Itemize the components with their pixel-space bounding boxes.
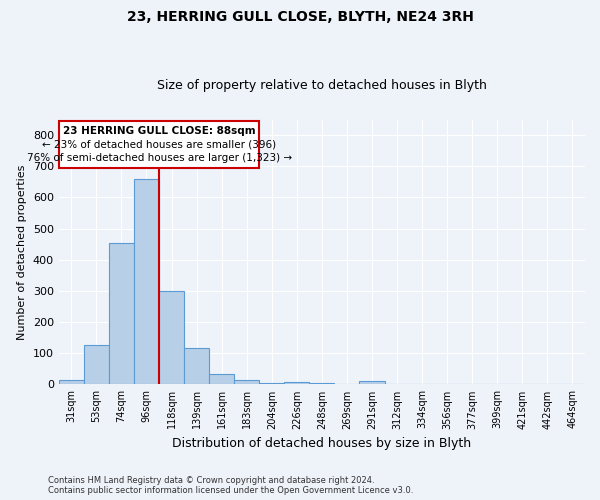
Bar bbox=[209, 374, 234, 384]
Bar bbox=[359, 382, 385, 384]
Text: 76% of semi-detached houses are larger (1,323) →: 76% of semi-detached houses are larger (… bbox=[26, 152, 292, 162]
Bar bbox=[109, 242, 134, 384]
Bar bbox=[284, 382, 310, 384]
Bar bbox=[234, 380, 259, 384]
Bar bbox=[259, 383, 284, 384]
Bar bbox=[184, 348, 209, 385]
Bar bbox=[310, 383, 334, 384]
Text: ← 23% of detached houses are smaller (396): ← 23% of detached houses are smaller (39… bbox=[42, 140, 277, 149]
Title: Size of property relative to detached houses in Blyth: Size of property relative to detached ho… bbox=[157, 79, 487, 92]
Bar bbox=[59, 380, 84, 384]
Bar bbox=[84, 346, 109, 385]
Bar bbox=[159, 291, 184, 384]
Text: 23, HERRING GULL CLOSE, BLYTH, NE24 3RH: 23, HERRING GULL CLOSE, BLYTH, NE24 3RH bbox=[127, 10, 473, 24]
FancyBboxPatch shape bbox=[59, 121, 259, 168]
Text: 23 HERRING GULL CLOSE: 88sqm: 23 HERRING GULL CLOSE: 88sqm bbox=[63, 126, 256, 136]
Text: Contains HM Land Registry data © Crown copyright and database right 2024.
Contai: Contains HM Land Registry data © Crown c… bbox=[48, 476, 413, 495]
Bar bbox=[134, 179, 159, 384]
Y-axis label: Number of detached properties: Number of detached properties bbox=[17, 164, 27, 340]
X-axis label: Distribution of detached houses by size in Blyth: Distribution of detached houses by size … bbox=[172, 437, 472, 450]
